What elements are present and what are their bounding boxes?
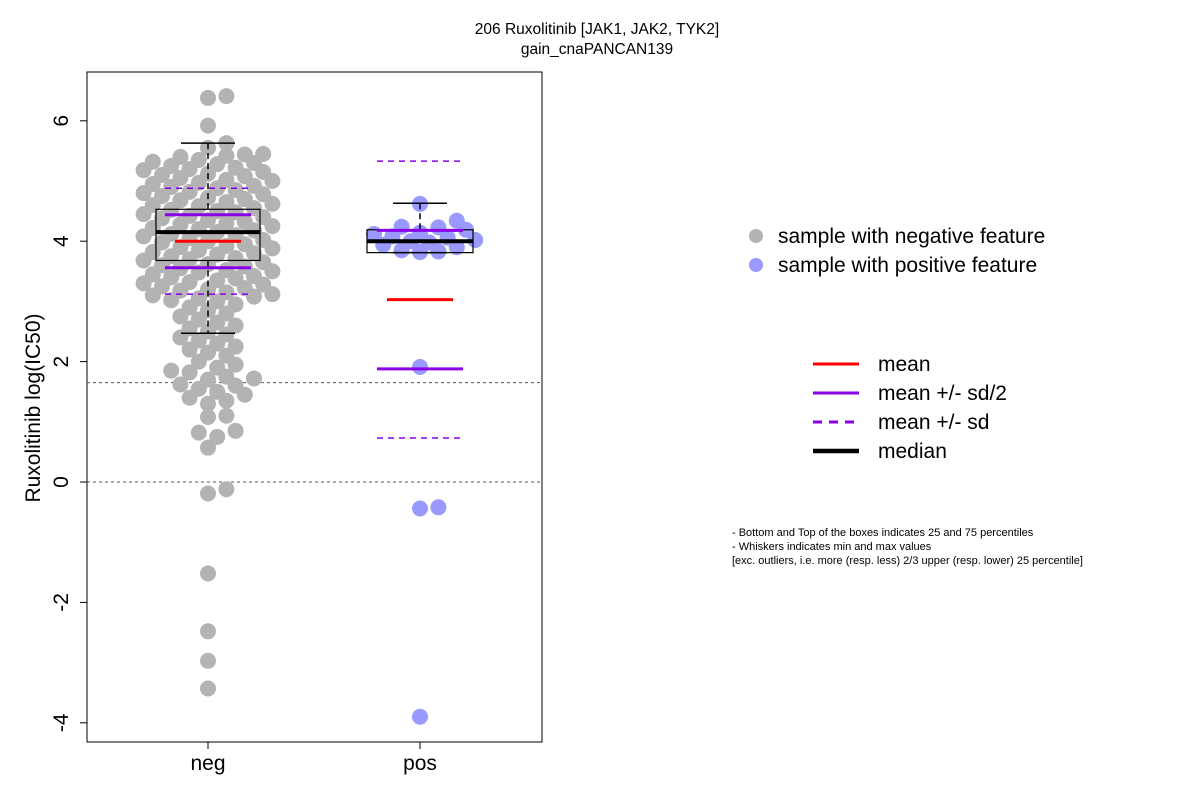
- neg-point-52: [218, 284, 235, 301]
- neg-point-0: [200, 680, 216, 697]
- neg-point-143: [236, 146, 253, 163]
- neg-point-19: [172, 376, 189, 393]
- neg-point-21: [246, 370, 262, 387]
- pos-point-17: [430, 219, 447, 236]
- y-axis-label: Ruxolitinib log(IC50): [22, 313, 45, 502]
- neg-point-7: [209, 428, 226, 445]
- neg-point-11: [218, 407, 235, 424]
- notes: - Bottom and Top of the boxes indicates …: [732, 527, 1083, 567]
- pos-point-1: [412, 500, 428, 517]
- note-line-0: - Bottom and Top of the boxes indicates …: [732, 527, 1034, 539]
- y-tick-label-4: 4: [50, 235, 73, 247]
- neg-point-3: [200, 565, 216, 582]
- neg-point-38: [227, 317, 244, 334]
- neg-point-148: [200, 89, 216, 106]
- legend-line-label-2: mean +/- sd: [878, 411, 989, 434]
- pos-point-2: [430, 499, 447, 516]
- y-tick-label-2: 0: [50, 476, 73, 488]
- legend-line-label-3: median: [878, 440, 947, 463]
- legend-point-swatch-1: [749, 258, 763, 272]
- note-line-1: - Whiskers indicates min and max values: [732, 541, 932, 553]
- neg-point-1: [200, 652, 216, 669]
- neg-point-127: [218, 171, 235, 188]
- neg-point-139: [144, 153, 161, 170]
- y-tick-label-1: -2: [50, 593, 73, 612]
- neg-point-112: [218, 194, 235, 211]
- note-line-2: [exc. outliers, i.e. more (resp. less) 2…: [732, 555, 1083, 567]
- neg-point-120: [227, 182, 244, 199]
- pos-point-0: [412, 708, 428, 725]
- neg-box: [155, 208, 261, 262]
- x-tick-label-neg: neg: [190, 752, 225, 775]
- chart-subtitle: gain_cnaPANCAN139: [521, 41, 673, 58]
- neg-point-24: [163, 362, 180, 379]
- pos-point-3: [412, 359, 428, 376]
- neg-point-45: [227, 296, 244, 313]
- legend: sample with negative feature sample with …: [749, 225, 1045, 463]
- pos-point-11: [467, 231, 484, 248]
- neg-point-140: [190, 151, 207, 168]
- pos-point-18: [393, 218, 410, 235]
- neg-point-8: [190, 424, 207, 441]
- neg-point-2: [200, 623, 216, 640]
- y-tick-label-5: 6: [50, 115, 73, 127]
- neg-point-23: [181, 364, 198, 381]
- y-tick-label-0: -4: [50, 713, 73, 732]
- neg-point-149: [218, 88, 235, 105]
- neg-point-105: [227, 204, 244, 221]
- neg-point-141: [172, 148, 189, 165]
- x-tick-label-pos: pos: [403, 752, 437, 775]
- neg-point-142: [218, 147, 235, 164]
- neg-point-4: [200, 485, 216, 502]
- legend-line-label-0: mean: [878, 353, 931, 376]
- neg-point-9: [227, 422, 244, 439]
- neg-point-135: [227, 159, 244, 176]
- neg-point-67: [218, 262, 235, 279]
- plot-area: -4 -2 0 2 4 6 neg pos: [50, 71, 543, 775]
- neg-point-20: [200, 371, 216, 388]
- neg-point-10: [200, 408, 216, 425]
- chart-title: 206 Ruxolitinib [JAK1, JAK2, TYK2]: [475, 21, 719, 38]
- neg-point-5: [218, 481, 235, 498]
- neg-point-25: [209, 359, 226, 376]
- neg-point-12: [200, 395, 216, 412]
- neg-point-75: [227, 250, 244, 267]
- legend-point-label-0: sample with negative feature: [778, 225, 1045, 248]
- plot-frame: [86, 71, 543, 743]
- neg-point-144: [255, 145, 272, 162]
- neg-point-31: [227, 338, 244, 355]
- neg-point-60: [209, 272, 226, 289]
- pos-point-15: [412, 224, 428, 241]
- neg-point-6: [200, 439, 216, 456]
- legend-point-label-1: sample with positive feature: [778, 254, 1037, 277]
- legend-line-label-1: mean +/- sd/2: [878, 382, 1007, 405]
- neg-point-98: [218, 215, 235, 232]
- neg-point-147: [200, 117, 216, 134]
- neg-point-16: [209, 383, 226, 400]
- y-tick-label-3: 2: [50, 356, 73, 368]
- legend-point-swatch-0: [749, 229, 763, 243]
- pos-point-19: [448, 212, 465, 229]
